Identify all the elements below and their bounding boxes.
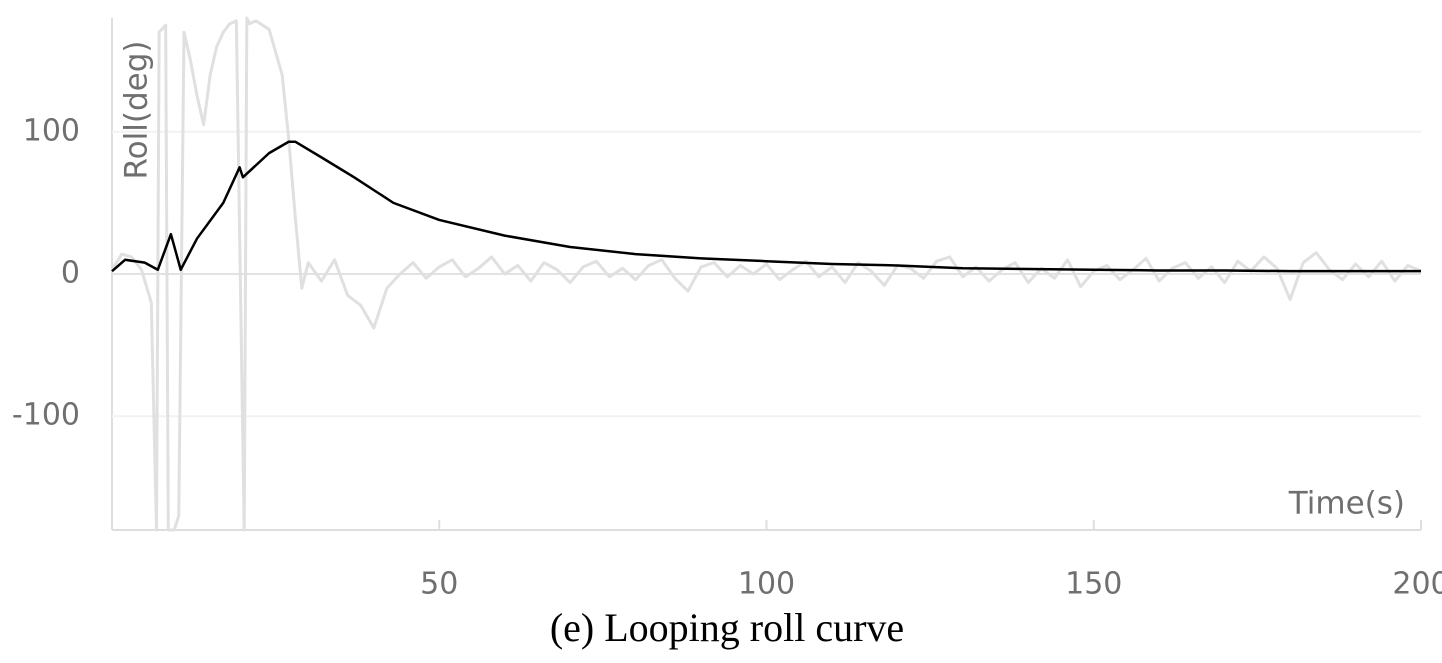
x-axis-label: Time(s) [1288,486,1405,522]
y-tick-label: -100 [12,398,80,433]
x-tick-label: 100 [738,567,795,602]
series-line [111,140,1421,273]
y-axis-label: Roll(deg) [119,41,155,180]
y-tick-label: 100 [23,113,80,148]
x-tick-label: 200 [1392,567,1442,602]
x-tick-label: 50 [420,567,458,602]
x-tick-label: 150 [1065,567,1122,602]
y-tick-label: 0 [61,256,80,291]
caption: (e) Looping roll curve [550,605,904,650]
series-line [110,16,1422,532]
